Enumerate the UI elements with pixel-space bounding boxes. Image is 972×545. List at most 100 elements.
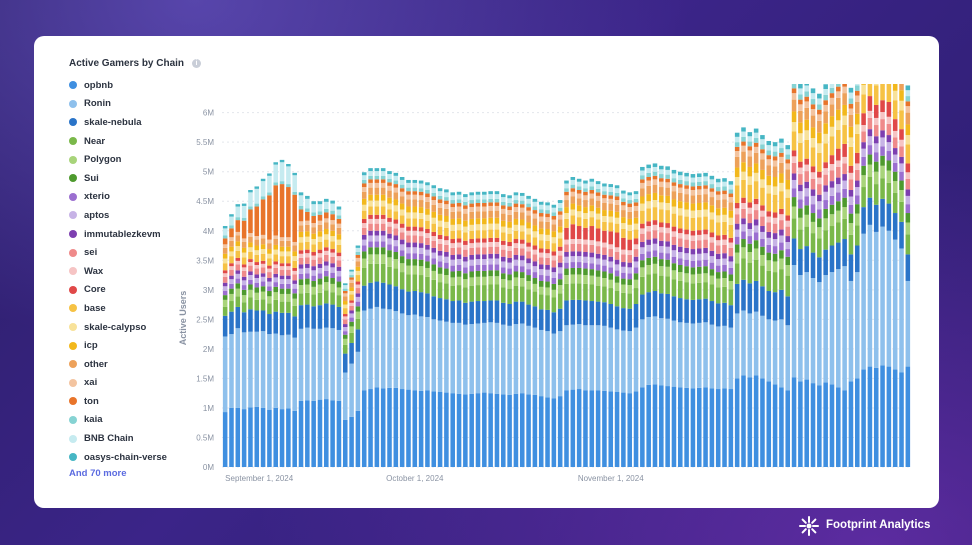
bar-stack[interactable] [608,184,614,467]
bar-stack[interactable] [469,192,474,467]
bar-stack[interactable] [747,132,753,467]
legend-item[interactable]: other [69,355,219,374]
bar-stack[interactable] [298,192,304,467]
bar-stack[interactable] [482,191,487,467]
bar-stack[interactable] [734,132,740,467]
bar-stack[interactable] [646,164,651,467]
bar-stack[interactable] [513,192,519,467]
bar-stack[interactable] [450,192,455,467]
bar-stack[interactable] [715,178,721,467]
bar-stack[interactable] [810,88,816,467]
legend-item[interactable]: Polygon [69,150,219,169]
bar-stack[interactable] [873,84,879,467]
legend-item[interactable]: skale-calypso [69,318,219,337]
bar-stack[interactable] [678,171,683,467]
bar-stack[interactable] [317,201,323,467]
bar-stack[interactable] [766,140,772,467]
legend-item[interactable]: ton [69,392,219,411]
bar-stack[interactable] [545,202,550,467]
bar-stack[interactable] [753,128,759,467]
bar-stack[interactable] [254,186,260,467]
bar-stack[interactable] [507,195,512,467]
legend-item[interactable]: base [69,299,219,318]
legend-item[interactable]: xai [69,374,219,393]
bar-stack[interactable] [222,226,228,467]
bar-stack[interactable] [431,185,437,467]
bar-stack[interactable] [564,180,569,467]
bar-stack[interactable] [361,172,367,467]
legend-item[interactable]: oasys-chain-verse [69,448,219,467]
bar-stack[interactable] [886,84,892,467]
bar-stack[interactable] [684,172,689,467]
bar-stack[interactable] [627,192,632,467]
bar-stack[interactable] [671,169,677,467]
bar-stack[interactable] [640,166,645,467]
bar-stack[interactable] [475,191,481,467]
bar-stack[interactable] [437,188,443,467]
bar-stack[interactable] [380,168,386,467]
bar-stack[interactable] [602,183,607,468]
legend-item[interactable]: skale-nebula [69,113,219,132]
bar-stack[interactable] [425,182,430,467]
bar-stack[interactable] [760,135,765,467]
legend-item[interactable]: opbnb [69,76,219,95]
bar-stack[interactable] [488,191,493,467]
bar-stack[interactable] [267,173,272,467]
legend-item[interactable]: Wax [69,262,219,281]
bar-stack[interactable] [867,84,873,467]
bar-stack[interactable] [229,214,234,467]
bar-stack[interactable] [836,84,841,467]
legend-item[interactable]: icp [69,336,219,355]
bar-stack[interactable] [842,84,847,467]
info-icon[interactable]: i [192,59,201,68]
bar-stack[interactable] [791,84,797,467]
bar-stack[interactable] [456,191,462,467]
bar-stack[interactable] [570,177,576,467]
bar-stack[interactable] [399,177,405,467]
bar-stack[interactable] [526,195,531,467]
bar-stack[interactable] [696,173,702,467]
bar-stack[interactable] [374,168,380,467]
bar-stack[interactable] [690,174,696,467]
bar-stack[interactable] [532,198,538,467]
bar-stack[interactable] [501,194,506,467]
bar-stack[interactable] [576,178,582,467]
legend-item[interactable]: BNB Chain [69,429,219,448]
legend-item[interactable]: kaia [69,411,219,430]
bar-stack[interactable] [665,166,670,467]
bar-stack[interactable] [855,84,860,467]
bar-stack[interactable] [652,163,658,467]
bar-stack[interactable] [418,180,424,467]
bar-stack[interactable] [633,191,639,467]
bar-stack[interactable] [349,269,354,467]
bar-stack[interactable] [286,164,291,467]
bar-stack[interactable] [248,190,253,467]
bar-stack[interactable] [463,194,468,467]
bar-stack[interactable] [829,84,835,467]
bar-stack[interactable] [538,201,544,468]
bar-stack[interactable] [823,84,828,467]
bar-stack[interactable] [519,192,525,467]
bar-stack[interactable] [848,87,854,467]
bar-stack[interactable] [659,165,664,467]
legend-item[interactable]: Ronin [69,95,219,114]
bar-stack[interactable] [589,178,595,467]
bar-stack[interactable] [899,84,904,467]
bar-stack[interactable] [703,172,708,467]
bar-stack[interactable] [779,138,784,467]
bar-stack[interactable] [260,178,266,467]
bar-stack[interactable] [336,206,342,467]
more-series-link[interactable]: And 70 more [69,468,127,479]
bar-stack[interactable] [804,84,809,467]
legend-item[interactable]: immutablezkevm [69,225,219,244]
bar-stack[interactable] [235,204,241,467]
legend-item[interactable]: xterio [69,188,219,207]
bar-stack[interactable] [368,168,373,467]
legend-item[interactable]: Core [69,281,219,300]
bar-stack[interactable] [709,175,715,467]
bar-stack[interactable] [861,84,866,467]
bar-stack[interactable] [355,245,361,467]
bar-stack[interactable] [412,179,418,467]
bar-stack[interactable] [892,84,898,467]
bar-stack[interactable] [551,204,557,467]
